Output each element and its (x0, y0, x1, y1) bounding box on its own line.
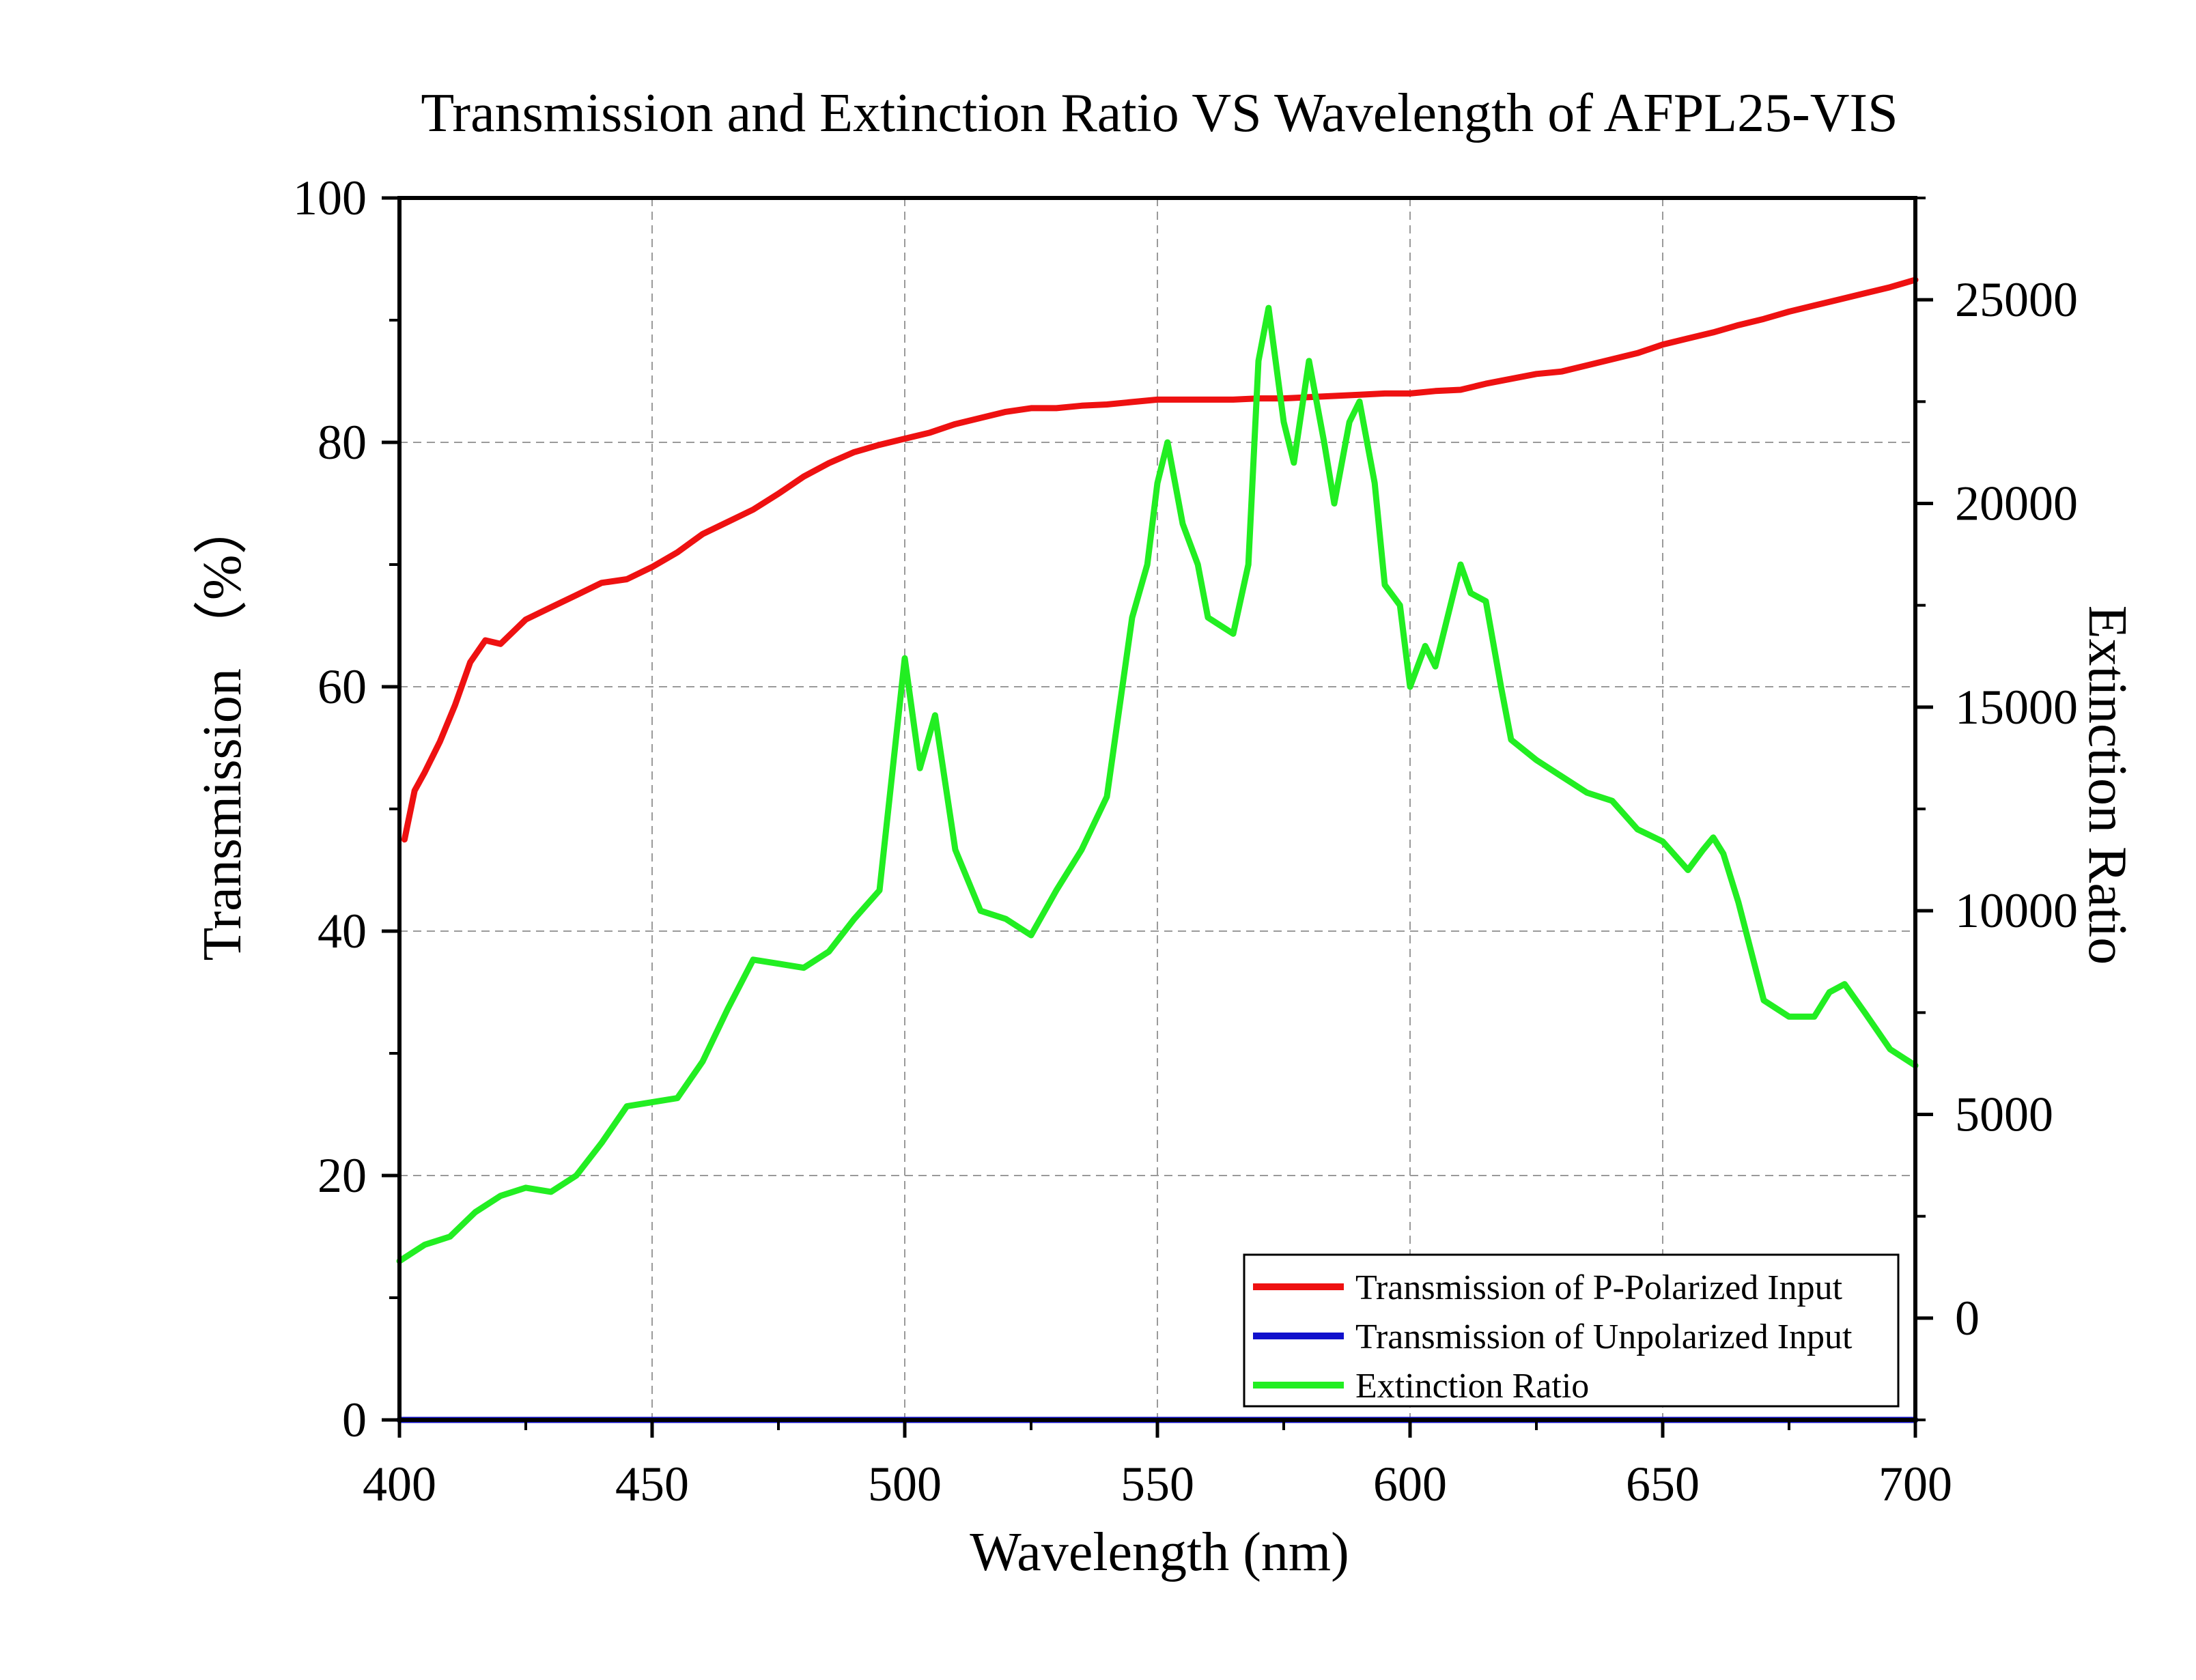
x-tick-label: 400 (363, 1457, 436, 1511)
y-tick-label: 20 (318, 1148, 367, 1203)
axes: 400 450 500 550 600 650 700 0 20 40 60 80 100 0 5000 10… (293, 171, 2078, 1511)
x-tick-label: 700 (1878, 1457, 1952, 1511)
series-line-3 (396, 304, 1919, 1264)
legend-label-2: Transmission of Unpolarized Input (1355, 1318, 1853, 1356)
y-axis-label: Transmission （%） (193, 500, 253, 961)
y2-tick-label: 25000 (1955, 272, 2078, 327)
grid-lines (399, 198, 1915, 1420)
y2-tick-label: 0 (1955, 1291, 1980, 1346)
y-tick-label: 100 (293, 171, 367, 225)
chart-title: Transmission and Extinction Ratio VS Wav… (421, 83, 1898, 143)
x-tick-label: 650 (1626, 1457, 1700, 1511)
x-tick-label: 600 (1373, 1457, 1447, 1511)
series-line-1 (401, 276, 1919, 843)
y-tick-label: 0 (342, 1393, 367, 1447)
legend-label-3: Extinction Ratio (1355, 1367, 1589, 1406)
legend-box (1243, 1253, 1900, 1408)
x-axis-label: Wavelength (nm) (970, 1522, 1349, 1582)
y2-tick-label: 15000 (1955, 680, 2078, 735)
y-tick-label: 60 (318, 659, 367, 714)
y2-axis-label: Extinction Ratio (2077, 606, 2137, 965)
legend: Transmission of P-Polarized Input Transmi… (1243, 1253, 1900, 1408)
y-tick-label: 80 (318, 415, 367, 470)
x-tick-label: 550 (1121, 1457, 1194, 1511)
y2-tick-label: 10000 (1955, 883, 2078, 938)
y-tick-label: 40 (318, 904, 367, 958)
x-tick-label: 500 (868, 1457, 942, 1511)
legend-label-1: Transmission of P-Polarized Input (1355, 1268, 1843, 1307)
y2-tick-label: 5000 (1955, 1087, 2053, 1142)
y2-tick-label: 20000 (1955, 476, 2078, 531)
x-tick-label: 450 (615, 1457, 689, 1511)
